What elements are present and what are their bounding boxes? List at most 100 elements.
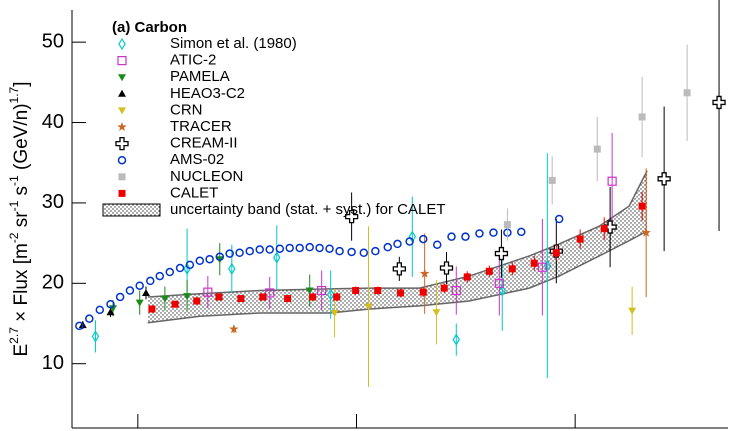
legend-marker — [118, 74, 126, 82]
marker — [485, 267, 493, 275]
y-axis-label: E2.7 × Flux [m-2 sr-1 s-1 (GeV/n)1.7] — [7, 82, 32, 357]
marker — [91, 330, 100, 343]
marker — [325, 244, 334, 253]
y-axis-label-part: -1 — [7, 175, 21, 186]
marker — [517, 227, 526, 237]
marker — [115, 292, 125, 302]
marker — [275, 244, 285, 253]
marker — [203, 287, 213, 297]
marker — [185, 260, 195, 270]
y-tick-label: 40 — [42, 111, 64, 133]
marker — [543, 259, 552, 272]
marker — [195, 256, 205, 266]
legend-label: Simon et al. (1980) — [170, 35, 297, 52]
marker — [393, 239, 402, 249]
marker — [265, 245, 274, 254]
marker — [142, 288, 151, 296]
marker — [146, 276, 155, 286]
marker — [305, 242, 314, 252]
legend-title: (a) Carbon — [112, 19, 187, 36]
marker — [333, 293, 341, 301]
legend-label: TRACER — [170, 118, 232, 135]
marker — [155, 271, 165, 281]
marker — [344, 209, 359, 224]
y-tick-label: 20 — [42, 272, 64, 294]
legend-label: CREAM-II — [170, 135, 238, 152]
marker — [548, 176, 556, 184]
marker — [374, 287, 382, 295]
legend-marker — [118, 189, 126, 197]
legend-label: uncertainty band (stat. + syst.) for CAL… — [170, 201, 446, 218]
marker — [165, 267, 175, 277]
marker — [228, 262, 236, 276]
marker — [439, 261, 454, 275]
marker — [255, 245, 264, 254]
marker — [475, 229, 484, 238]
y-axis-label-part: × Flux [m — [11, 243, 32, 327]
marker — [440, 284, 448, 292]
marker — [215, 252, 225, 262]
marker — [530, 259, 538, 267]
marker — [494, 246, 509, 261]
marker — [215, 293, 223, 301]
marker — [309, 293, 317, 301]
marker — [593, 145, 601, 153]
marker — [160, 295, 169, 303]
marker — [392, 262, 406, 276]
marker — [135, 299, 144, 307]
marker — [315, 243, 324, 253]
marker — [498, 284, 506, 297]
legend-marker — [118, 37, 126, 51]
y-axis-label-part: -2 — [7, 232, 21, 243]
marker — [451, 285, 461, 296]
marker — [359, 248, 369, 258]
y-tick-label: 50 — [42, 30, 64, 52]
marker — [405, 237, 414, 246]
marker — [330, 310, 339, 318]
marker — [638, 113, 646, 121]
marker — [552, 249, 560, 257]
marker — [75, 321, 84, 331]
legend-label: PAMELA — [170, 68, 230, 85]
marker — [432, 309, 441, 317]
y-axis-label-part: 2.7 — [7, 327, 21, 344]
legend-marker — [115, 136, 129, 151]
y-axis-label-part: sr — [11, 211, 32, 233]
legend-label: ATIC-2 — [170, 52, 216, 69]
marker — [183, 262, 191, 276]
marker — [638, 202, 646, 210]
marker — [229, 324, 239, 334]
marker — [432, 240, 442, 249]
marker — [419, 234, 428, 244]
legend-marker — [117, 155, 127, 165]
marker — [712, 95, 726, 110]
y-axis-label-part: -1 — [7, 200, 21, 211]
y-tick-label: 30 — [42, 191, 64, 213]
marker — [371, 246, 380, 256]
marker — [383, 242, 393, 252]
marker — [205, 254, 214, 264]
marker — [600, 225, 608, 233]
marker — [461, 232, 470, 241]
marker — [85, 314, 94, 323]
marker — [175, 263, 185, 273]
y-axis-label-part: E — [11, 344, 32, 357]
marker — [259, 293, 267, 301]
marker — [193, 297, 201, 305]
marker — [554, 214, 564, 224]
legend-marker — [117, 55, 127, 66]
marker — [347, 247, 356, 257]
marker — [305, 287, 314, 295]
marker — [657, 172, 671, 186]
legend-band-swatch — [102, 203, 161, 217]
marker — [352, 287, 360, 295]
marker — [576, 235, 584, 243]
y-axis-label-part: 1.7 — [7, 86, 21, 103]
marker — [419, 288, 427, 296]
marker — [295, 243, 304, 253]
marker — [171, 300, 179, 308]
marker — [95, 305, 105, 315]
legend-label: NUCLEON — [170, 168, 243, 185]
y-axis-label-part: ] — [11, 82, 32, 87]
